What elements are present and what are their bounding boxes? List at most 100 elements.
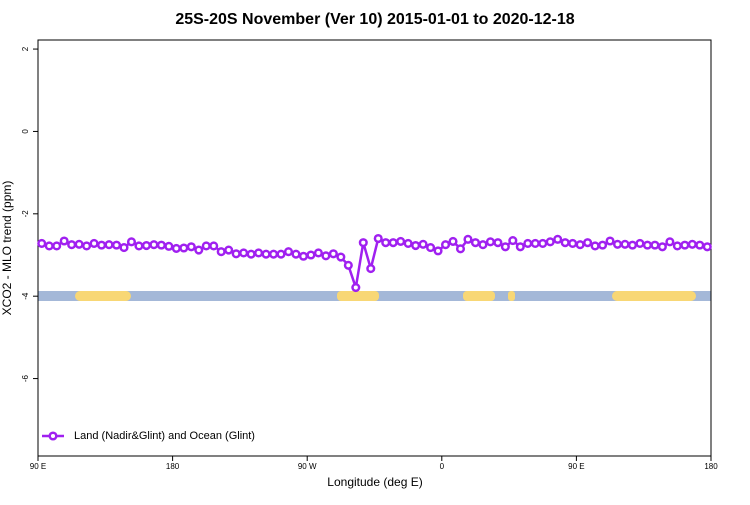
land <box>612 291 696 301</box>
point <box>396 236 406 246</box>
point <box>388 238 398 248</box>
point <box>575 240 585 250</box>
x-tick-label: 90 E <box>568 462 584 471</box>
point <box>627 240 638 250</box>
point <box>201 241 211 251</box>
point <box>343 260 353 270</box>
point <box>530 238 540 249</box>
land <box>75 291 131 301</box>
point <box>67 240 77 250</box>
x-tick-label: 90 E <box>30 462 46 471</box>
point <box>351 282 361 293</box>
point <box>104 240 114 250</box>
point <box>276 249 286 259</box>
point <box>553 234 563 244</box>
chart-title: 25S-20S November (Ver 10) 2015-01-01 to … <box>175 11 574 28</box>
point <box>523 238 533 249</box>
point <box>126 237 137 247</box>
point <box>283 247 294 257</box>
x-tick-label: 180 <box>166 462 180 471</box>
point <box>171 243 181 253</box>
point <box>209 241 219 251</box>
point <box>418 239 428 249</box>
y-tick-label: -4 <box>21 292 30 300</box>
point <box>269 249 279 259</box>
y-axis-label: XCO2 - MLO trend (ppm) <box>0 181 14 316</box>
point <box>59 236 69 246</box>
point <box>328 249 338 259</box>
point <box>612 239 623 249</box>
point <box>403 238 413 249</box>
x-tick-label: 0 <box>440 462 445 471</box>
point <box>583 238 593 248</box>
point <box>246 249 256 259</box>
point <box>44 241 54 251</box>
point <box>37 238 47 249</box>
point <box>306 250 316 260</box>
point <box>478 240 488 250</box>
point <box>239 248 249 258</box>
y-tick-label: 0 <box>21 129 30 134</box>
point <box>538 238 548 249</box>
point <box>141 240 151 251</box>
point <box>590 241 600 251</box>
x-axis-label: Longitude (deg E) <box>327 475 422 489</box>
y-tick-label: 2 <box>21 46 30 51</box>
point <box>568 238 578 249</box>
point <box>224 245 234 255</box>
point <box>74 239 84 249</box>
point <box>493 238 503 248</box>
land-ocean-strip <box>38 291 711 301</box>
point <box>291 249 301 259</box>
point <box>381 238 391 248</box>
point <box>313 248 323 258</box>
point <box>605 236 615 246</box>
point <box>672 241 682 251</box>
land <box>508 291 515 301</box>
point <box>485 237 495 247</box>
point <box>448 236 458 246</box>
point <box>455 244 466 254</box>
x-tick-label: 180 <box>704 462 718 471</box>
point <box>52 241 62 251</box>
point <box>194 245 204 255</box>
land <box>463 291 495 301</box>
point <box>657 242 667 252</box>
point <box>321 251 331 261</box>
point <box>373 233 383 244</box>
point <box>366 264 376 274</box>
point <box>149 240 159 250</box>
point <box>635 238 645 249</box>
point <box>470 238 481 248</box>
x-tick-label: 90 W <box>298 462 317 471</box>
point <box>545 237 555 247</box>
y-tick-label: -6 <box>21 374 30 382</box>
legend-label: Land (Nadir&Glint) and Ocean (Glint) <box>74 430 255 442</box>
point <box>411 240 421 251</box>
point <box>134 241 144 251</box>
point <box>463 234 473 244</box>
point <box>254 248 264 258</box>
point <box>82 241 92 251</box>
land <box>337 291 379 301</box>
point <box>650 240 660 250</box>
point <box>515 242 525 252</box>
point <box>695 240 705 250</box>
point <box>508 236 518 246</box>
point <box>642 240 652 250</box>
point <box>358 238 368 248</box>
point <box>426 243 436 253</box>
point <box>119 243 129 253</box>
point <box>216 247 226 257</box>
point <box>336 252 346 262</box>
y-tick-label: -2 <box>21 210 30 218</box>
point <box>680 240 690 250</box>
point <box>261 249 271 259</box>
point <box>298 251 309 261</box>
point <box>702 242 712 252</box>
point <box>440 240 451 250</box>
point <box>111 240 122 250</box>
point <box>500 242 510 252</box>
point <box>179 243 189 253</box>
